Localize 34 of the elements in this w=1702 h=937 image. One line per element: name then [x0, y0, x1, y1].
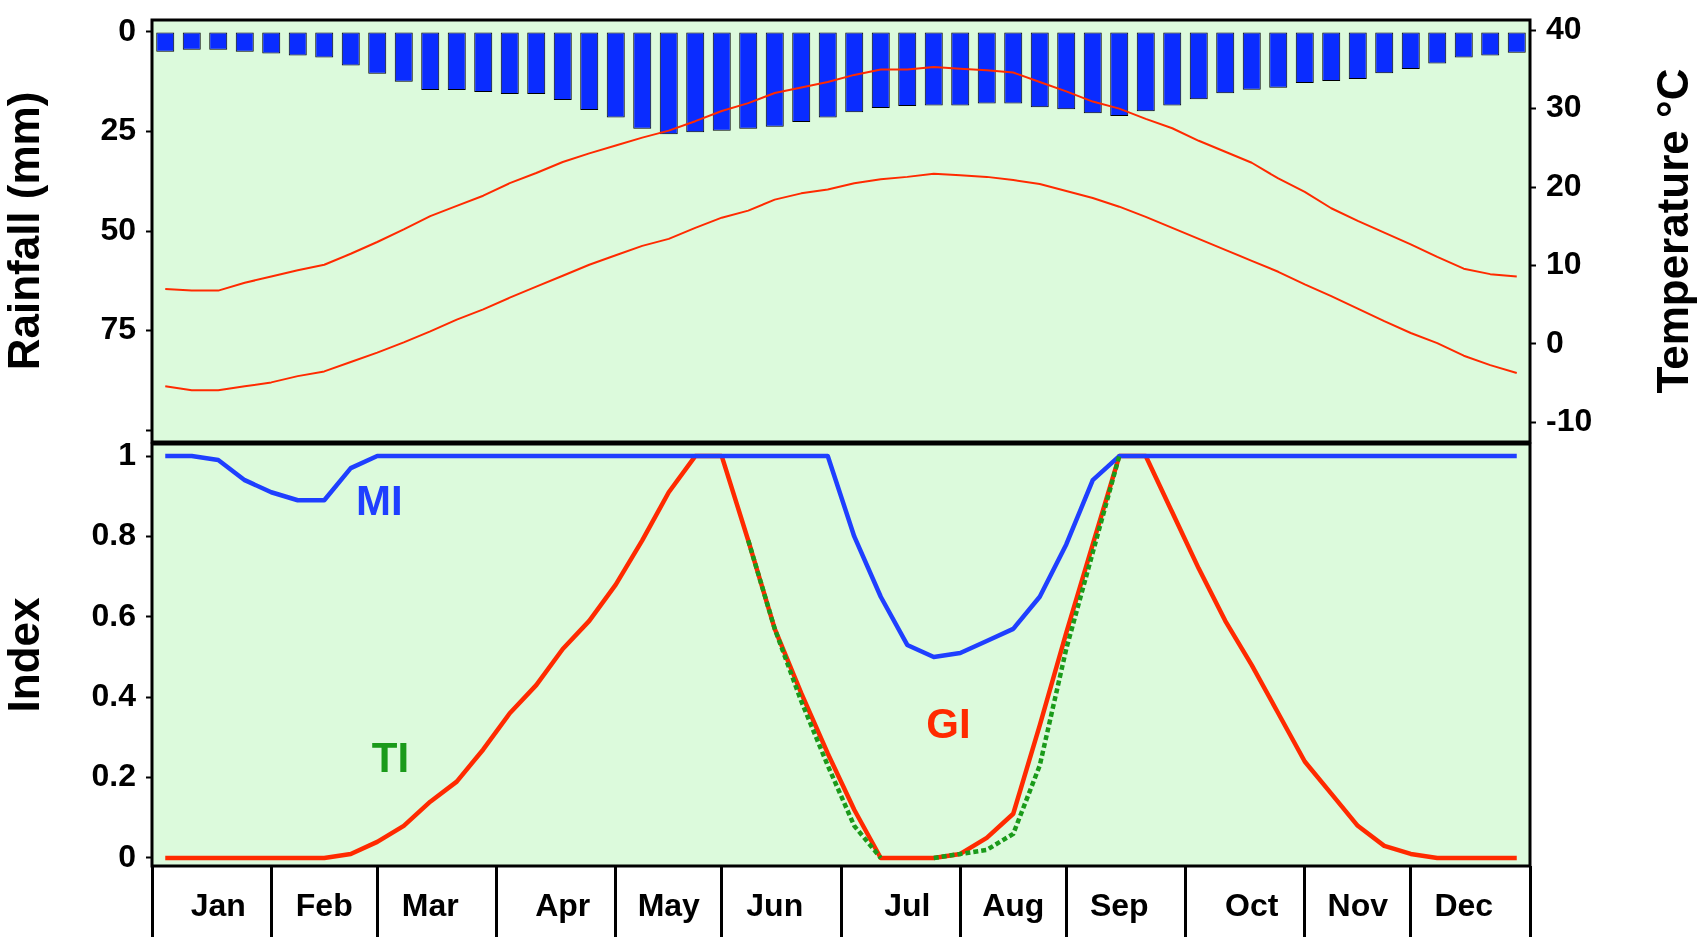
x-tick-label: Jan — [190, 887, 246, 924]
text: TI — [371, 734, 410, 782]
x-tick-label: Feb — [295, 887, 353, 924]
y-tick-label: 0.6 — [91, 596, 136, 633]
y2-tick-label: -10 — [1546, 402, 1593, 439]
x-tick-label: May — [637, 887, 701, 924]
x-tick-label: Mar — [401, 887, 459, 924]
x-tick-label: Sep — [1089, 887, 1149, 924]
y2-tick-label: 10 — [1546, 245, 1582, 282]
y-axis-title: Index — [0, 597, 48, 713]
x-tick-label: Jul — [884, 887, 931, 924]
y-tick-label: 50 — [100, 210, 136, 247]
y-axis-title: Rainfall (mm) — [0, 91, 48, 371]
x-tick-label: Dec — [1434, 887, 1494, 924]
series-label: GI — [926, 700, 971, 748]
y2-tick-label: 20 — [1546, 166, 1582, 203]
y-tick-label: 0.2 — [91, 757, 136, 794]
y-tick-label: 75 — [100, 310, 136, 347]
y2-tick-label: 30 — [1546, 88, 1582, 125]
x-tick-label: Apr — [535, 887, 591, 924]
y-tick-label: 0.4 — [91, 677, 137, 714]
y-tick-label: 25 — [100, 111, 136, 148]
y2-tick-label: 0 — [1546, 323, 1564, 360]
series-label: MI — [356, 476, 403, 524]
x-tick-label: Oct — [1225, 887, 1279, 924]
y2-axis-title: Temperature °C — [1648, 68, 1698, 394]
x-tick-label: Jun — [746, 887, 804, 924]
y-tick-label: 0 — [118, 837, 136, 874]
y-tick-label: 1 — [118, 435, 136, 472]
y-tick-label: 0 — [118, 11, 136, 48]
x-tick-label: Aug — [982, 887, 1045, 924]
y2-tick-label: 40 — [1546, 10, 1582, 47]
x-tick-label: Nov — [1327, 887, 1389, 924]
y-tick-label: 0.8 — [91, 516, 136, 553]
